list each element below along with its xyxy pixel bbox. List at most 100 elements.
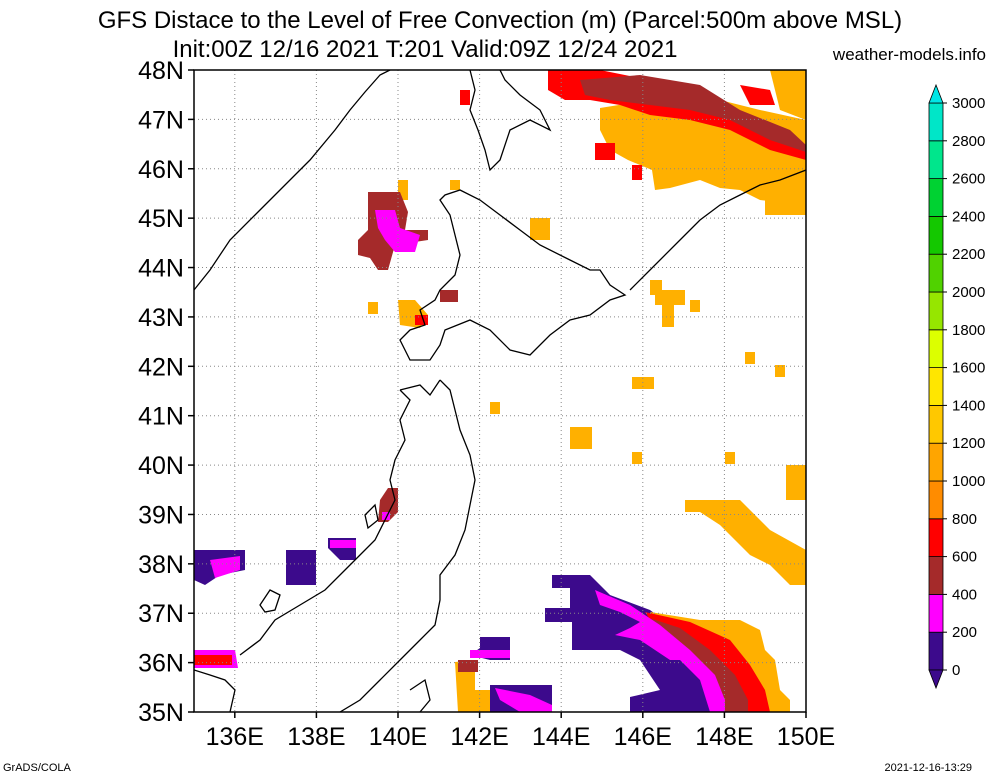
fill-region-west-magenta3 — [330, 540, 356, 548]
colorbar-segment — [928, 594, 944, 633]
fill-region-south-magenta2 — [495, 688, 552, 712]
lon-tick-label: 136E — [206, 723, 264, 751]
footer-timestamp: 2021-12-16-13:29 — [884, 762, 972, 774]
colorbar-top-arrow — [928, 83, 944, 104]
coastline-russia — [194, 70, 391, 291]
lat-tick-label: 46N — [138, 156, 184, 184]
site-credit: weather-models.info — [832, 45, 986, 64]
colorbar-label: 600 — [952, 549, 977, 566]
fill-scatter-orange — [368, 180, 806, 585]
fill-region-sado-magenta — [382, 512, 390, 520]
lon-tick-label: 144E — [532, 723, 590, 751]
colorbar-segment — [928, 102, 944, 142]
fill-region-west-purple2 — [286, 550, 316, 585]
colorbar-segment — [928, 291, 944, 331]
fill-region-ne-orange2 — [765, 192, 806, 215]
footer-software: GrADS/COLA — [3, 762, 71, 774]
fill-region-hokkaido-magenta — [375, 210, 420, 252]
colorbar-segment — [928, 140, 944, 180]
coastline-noto — [259, 589, 281, 613]
colorbar-segment — [928, 215, 944, 255]
colorbar-label: 2000 — [952, 284, 985, 301]
lon-tick-label: 138E — [287, 723, 345, 751]
lat-tick-label: 41N — [138, 403, 184, 431]
fill-region-west-magenta1 — [210, 556, 240, 578]
colorbar-label: 800 — [952, 511, 977, 528]
fill-region-oshima-brown — [440, 290, 458, 302]
coastline-kansai — [194, 669, 236, 712]
colorbar-segment — [928, 404, 944, 444]
coastline-boso — [409, 678, 431, 712]
convection-fill-layer — [194, 70, 806, 712]
colorbar-label: 0 — [952, 662, 960, 679]
lat-tick-label: 39N — [138, 501, 184, 529]
colorbar-segment — [928, 178, 944, 217]
lat-tick-label: 37N — [138, 600, 184, 628]
lat-tick-label: 35N — [138, 699, 184, 727]
colorbar-segment — [928, 518, 944, 557]
fill-region-red-mid2 — [632, 165, 642, 180]
lat-tick-label: 45N — [138, 205, 184, 233]
lon-tick-label: 146E — [614, 723, 672, 751]
coastline-sakhalin — [469, 70, 552, 172]
coastline-kuril — [629, 169, 806, 291]
colorbar-label: 1000 — [952, 473, 985, 490]
colorbar-segment — [928, 329, 944, 368]
colorbar-label: 1200 — [952, 435, 985, 452]
map-subtitle: Init:00Z 12/16 2021 T:201 Valid:09Z 12/2… — [172, 36, 678, 63]
colorbar-segment — [928, 631, 944, 671]
coastline-layer — [194, 70, 806, 712]
fill-region-ne-brown — [580, 75, 806, 152]
latitude-axis: 48N 47N 46N 45N 44N 43N 42N 41N 40N 39N 38N 37N 36N 3… — [138, 57, 194, 727]
colorbar-label: 1400 — [952, 397, 985, 414]
colorbar-label: 1800 — [952, 322, 985, 339]
colorbar-label: 2200 — [952, 246, 985, 263]
colorbar-label: 1600 — [952, 360, 985, 377]
map-title: GFS Distace to the Level of Free Convect… — [97, 7, 903, 34]
colorbar-label: 3000 — [952, 95, 985, 112]
coastline-tsugaru — [399, 379, 441, 397]
lat-tick-label: 42N — [138, 353, 184, 381]
map-frame — [193, 69, 807, 713]
colorbar-label: 200 — [952, 624, 977, 641]
lon-tick-label: 140E — [369, 723, 427, 751]
colorbar-bottom-arrow — [928, 669, 944, 690]
colorbar-label: 2600 — [952, 171, 985, 188]
lat-tick-label: 36N — [138, 650, 184, 678]
colorbar-label: 2400 — [952, 208, 985, 225]
coastline-hokkaido — [399, 189, 627, 361]
fill-region-south-magenta — [470, 650, 510, 658]
fill-region-west-red4 — [194, 655, 232, 665]
fill-region-red-mid — [595, 143, 615, 160]
colorbar-segment — [928, 367, 944, 406]
colorbar-segment — [928, 253, 944, 293]
colorbar-segment — [928, 480, 944, 520]
colorbar-segment — [928, 442, 944, 482]
fill-region-south-orange — [455, 660, 490, 712]
lon-tick-label: 150E — [777, 723, 835, 751]
coastline-honshu-east — [339, 379, 476, 712]
colorbar: 0 200 400 600 800 1000 1200 1400 1600 1800 2000 220… — [928, 83, 985, 690]
fill-region-se-purple-inner — [655, 660, 710, 712]
fill-region-red-top — [460, 90, 470, 105]
fill-region-se-magenta — [595, 590, 725, 712]
lat-tick-label: 47N — [138, 106, 184, 134]
lon-tick-label: 148E — [695, 723, 753, 751]
colorbar-label: 400 — [952, 586, 977, 603]
fill-region-south-brown — [458, 660, 478, 672]
lon-tick-label: 142E — [450, 723, 508, 751]
lat-tick-label: 38N — [138, 551, 184, 579]
fill-region-ne-orange3 — [770, 70, 806, 120]
longitude-axis: 136E 138E 140E 142E 144E 146E 148E 150E — [206, 712, 835, 751]
fill-region-se-purple — [545, 575, 700, 712]
lat-tick-label: 48N — [138, 57, 184, 85]
coastline-sado — [364, 503, 379, 530]
lat-tick-label: 44N — [138, 255, 184, 283]
fill-region-ne-red2 — [740, 85, 775, 105]
coastline-honshu-north — [239, 389, 411, 656]
colorbar-label: 2800 — [952, 133, 985, 150]
lat-tick-label: 40N — [138, 452, 184, 480]
colorbar-segment — [928, 556, 944, 595]
lat-tick-label: 43N — [138, 304, 184, 332]
